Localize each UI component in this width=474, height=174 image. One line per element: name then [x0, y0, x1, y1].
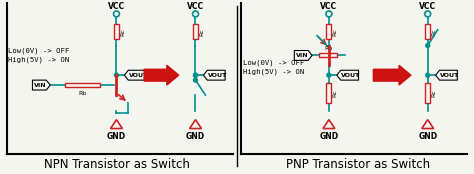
- Text: Rc: Rc: [432, 28, 437, 36]
- Text: Low(0V) -> OFF
High(5V) -> ON: Low(0V) -> OFF High(5V) -> ON: [8, 48, 69, 63]
- Text: Low(0V) -> OFF
High(5V) -> ON: Low(0V) -> OFF High(5V) -> ON: [243, 60, 304, 75]
- Circle shape: [326, 11, 332, 17]
- Text: VCC: VCC: [108, 2, 125, 11]
- Text: VCC: VCC: [320, 2, 337, 11]
- Bar: [319, 53, 337, 57]
- Text: VOUT: VOUT: [128, 73, 148, 78]
- Text: VOUT: VOUT: [440, 73, 459, 78]
- FancyArrow shape: [144, 65, 179, 85]
- Circle shape: [193, 73, 198, 77]
- Text: VIN: VIN: [296, 53, 309, 58]
- Circle shape: [425, 11, 431, 17]
- FancyArrow shape: [374, 65, 411, 85]
- Circle shape: [426, 73, 429, 77]
- Circle shape: [115, 73, 118, 77]
- Text: Rc: Rc: [120, 28, 126, 36]
- Text: VOUT: VOUT: [341, 73, 360, 78]
- Text: VOUT: VOUT: [208, 73, 227, 78]
- Polygon shape: [294, 50, 312, 60]
- Text: GND: GND: [418, 132, 438, 141]
- Bar: [327, 83, 331, 103]
- Bar: [425, 83, 430, 103]
- Text: GND: GND: [107, 132, 126, 141]
- Text: Rb: Rb: [324, 46, 333, 52]
- Circle shape: [426, 44, 429, 48]
- Polygon shape: [436, 70, 457, 80]
- Bar: [114, 24, 119, 39]
- Text: VIN: VIN: [34, 83, 46, 88]
- Text: VCC: VCC: [419, 2, 436, 11]
- Circle shape: [192, 11, 199, 17]
- Text: NPN Transistor as Switch: NPN Transistor as Switch: [44, 158, 190, 171]
- Text: GND: GND: [319, 132, 338, 141]
- Polygon shape: [124, 70, 146, 80]
- Text: Rb: Rb: [78, 91, 86, 96]
- Text: Rc: Rc: [333, 89, 338, 97]
- Circle shape: [193, 73, 198, 77]
- Text: Rc: Rc: [432, 89, 437, 97]
- Bar: [193, 24, 198, 39]
- Polygon shape: [32, 80, 50, 90]
- Circle shape: [327, 73, 331, 77]
- Polygon shape: [337, 70, 358, 80]
- Bar: [64, 83, 100, 87]
- Text: PNP Transistor as Switch: PNP Transistor as Switch: [286, 158, 430, 171]
- Bar: [425, 24, 430, 39]
- Circle shape: [193, 78, 198, 82]
- Text: Rc: Rc: [200, 28, 204, 36]
- Bar: [327, 24, 331, 39]
- Text: Rc: Rc: [333, 28, 338, 36]
- Circle shape: [113, 11, 119, 17]
- Text: VCC: VCC: [187, 2, 204, 11]
- Text: GND: GND: [186, 132, 205, 141]
- Polygon shape: [203, 70, 225, 80]
